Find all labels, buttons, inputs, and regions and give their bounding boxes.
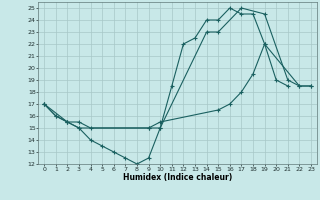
- X-axis label: Humidex (Indice chaleur): Humidex (Indice chaleur): [123, 173, 232, 182]
